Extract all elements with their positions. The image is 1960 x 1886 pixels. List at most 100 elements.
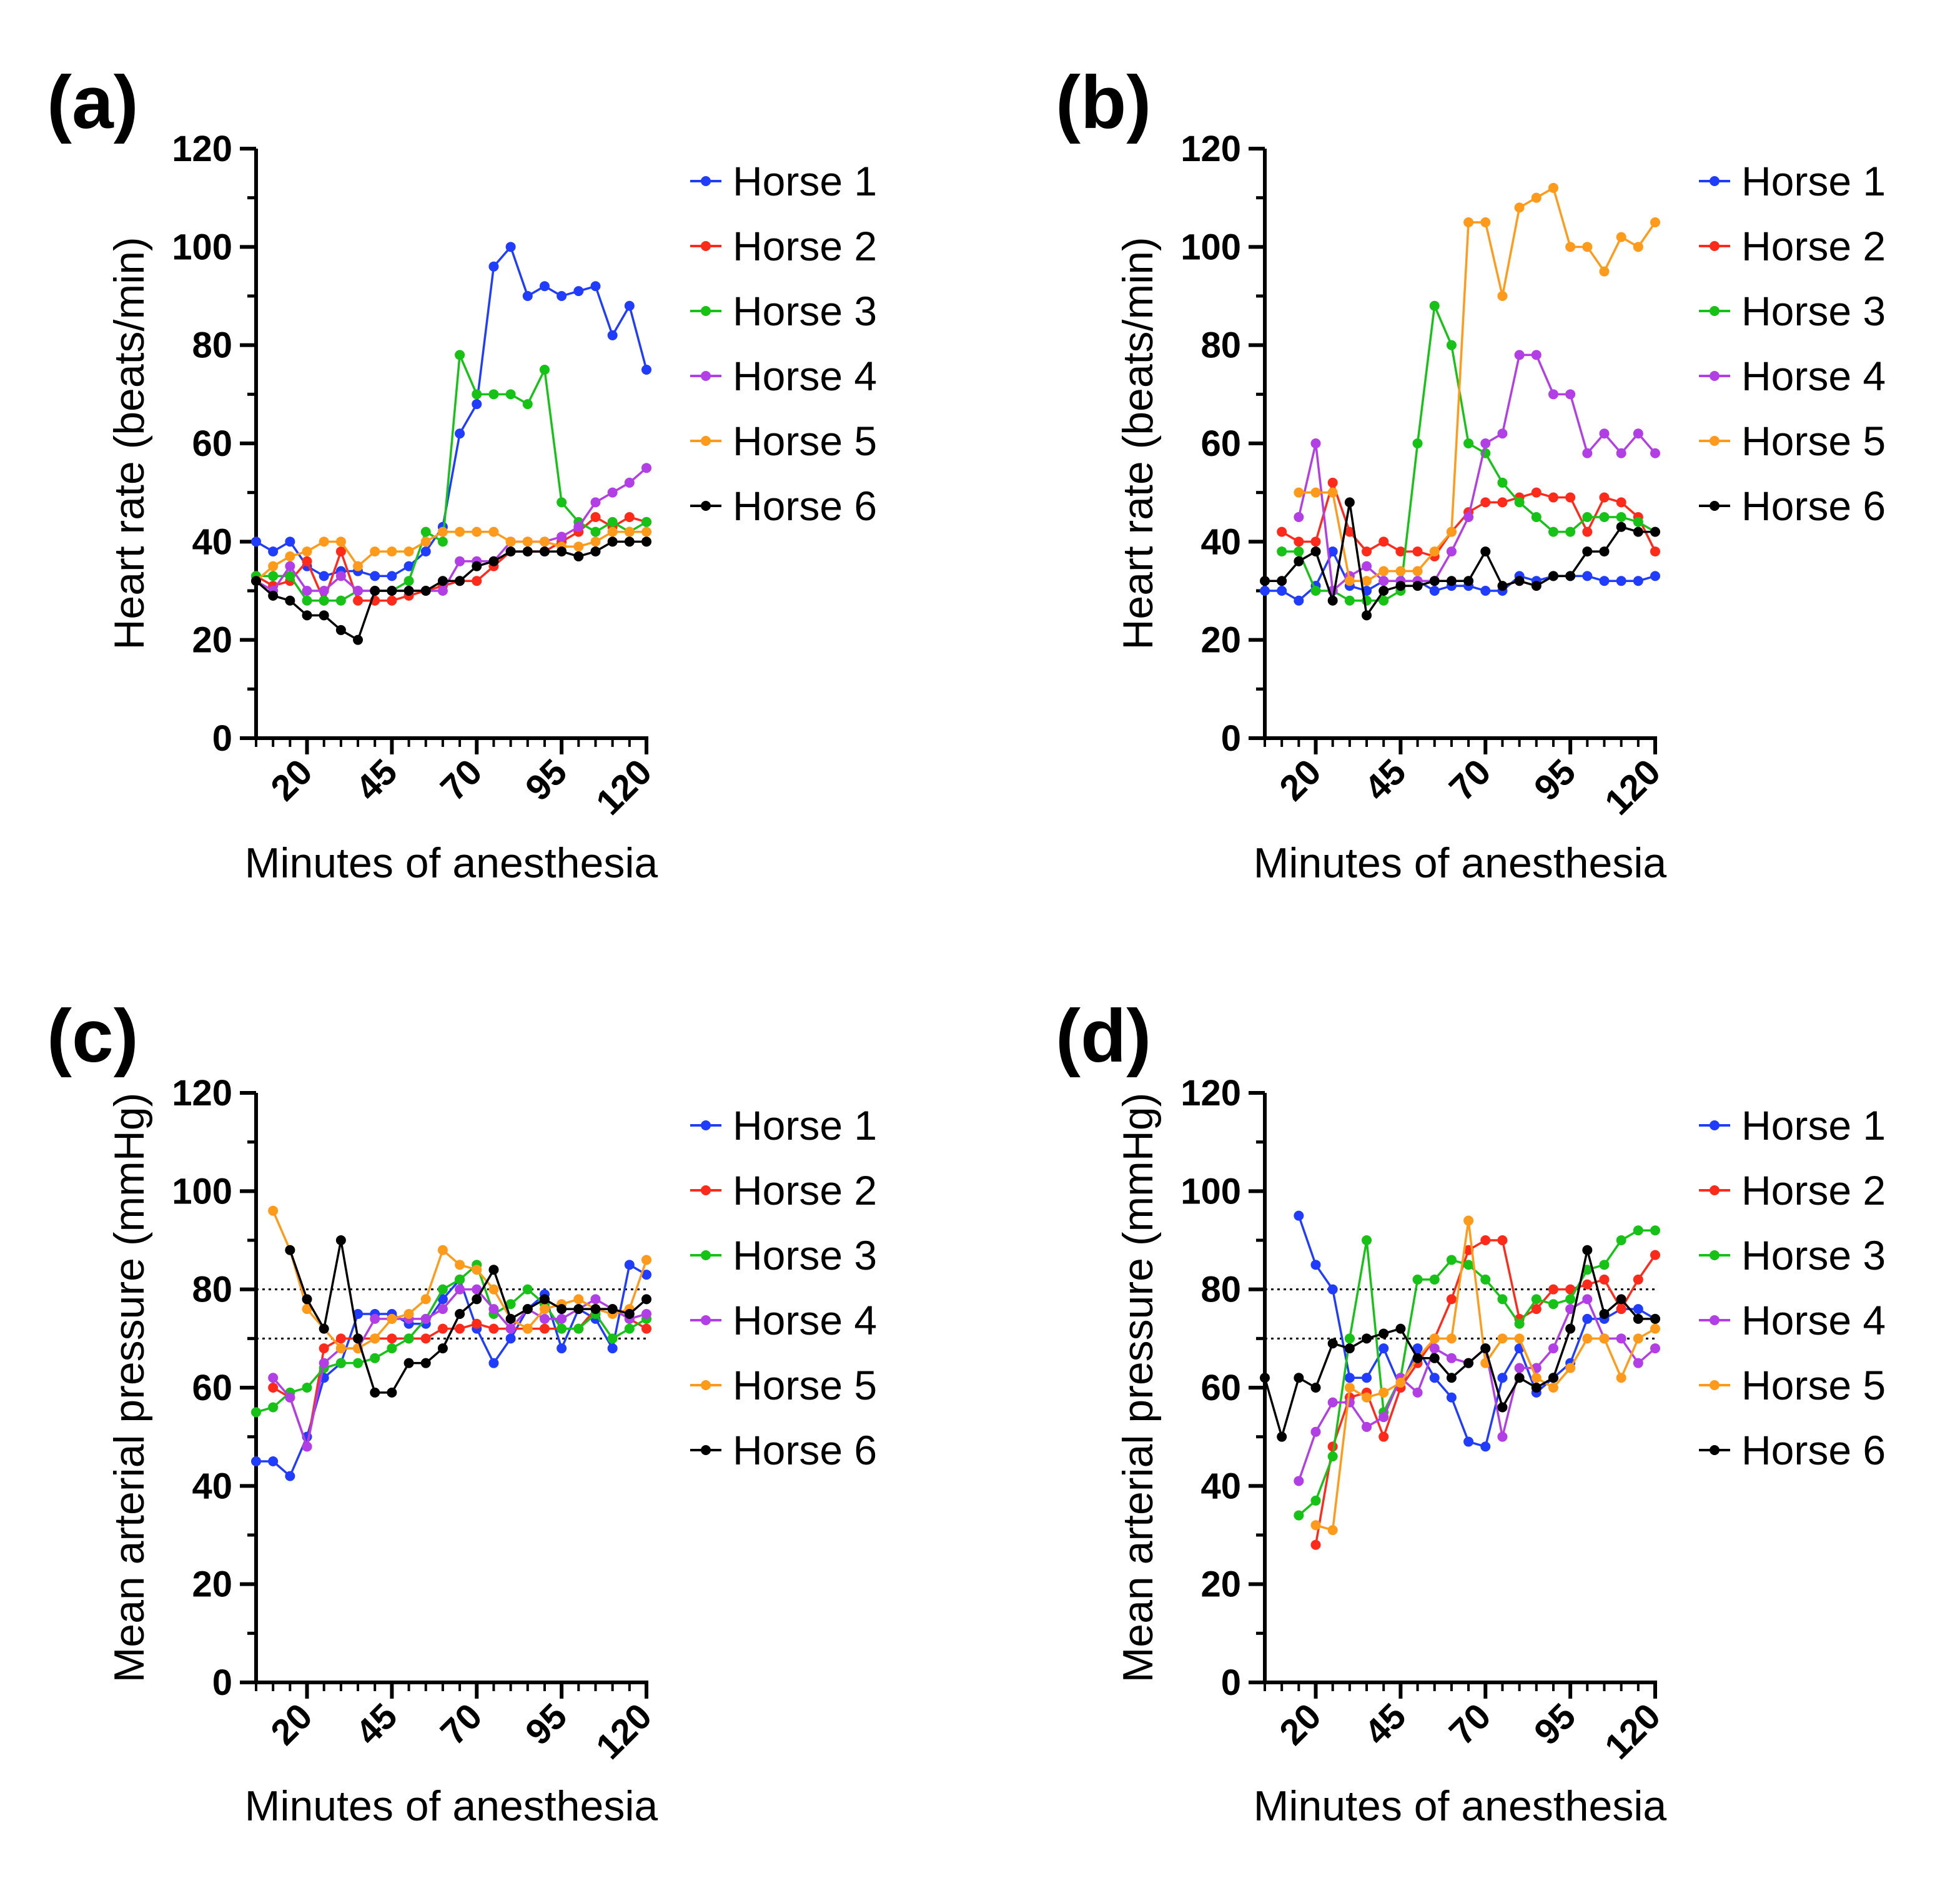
- data-point: [1497, 1402, 1508, 1413]
- data-point: [1277, 1431, 1287, 1442]
- data-point: [1565, 389, 1576, 400]
- data-point: [1412, 581, 1423, 591]
- legend-label: Horse 6: [733, 1427, 877, 1473]
- data-point: [319, 1343, 329, 1354]
- data-point: [1378, 566, 1389, 576]
- series-line: [255, 516, 647, 602]
- legend-swatch-marker: [701, 371, 711, 381]
- data-point: [1548, 1284, 1558, 1295]
- data-point: [1616, 1373, 1626, 1383]
- data-point: [1480, 438, 1491, 448]
- data-point: [472, 1294, 482, 1305]
- legend-label: Horse 3: [733, 288, 877, 334]
- data-point: [505, 1323, 516, 1334]
- data-point: [539, 536, 550, 547]
- data-point: [1548, 389, 1558, 400]
- legend-swatch-marker: [1710, 1120, 1720, 1130]
- data-point: [539, 1304, 550, 1315]
- legend-label: Horse 4: [733, 353, 877, 399]
- legend-swatch-marker: [701, 1380, 711, 1390]
- legend-swatch-marker: [1710, 501, 1720, 511]
- data-point: [1565, 1363, 1576, 1373]
- data-point: [387, 1333, 397, 1344]
- data-point: [1497, 477, 1508, 488]
- data-point: [573, 551, 584, 561]
- data-point: [1497, 1373, 1508, 1383]
- data-point: [1412, 1274, 1423, 1285]
- data-point: [607, 1304, 618, 1315]
- data-point: [573, 286, 584, 297]
- data-point: [335, 1333, 346, 1344]
- y-tick-label: 0: [212, 1662, 232, 1703]
- data-point: [1616, 1235, 1626, 1245]
- data-point: [1531, 192, 1542, 203]
- data-point: [437, 536, 448, 547]
- series-horse-5: [268, 1205, 651, 1354]
- data-point: [1429, 1274, 1440, 1285]
- data-point: [1429, 1353, 1440, 1363]
- data-point: [1582, 1294, 1593, 1305]
- data-point: [1378, 1412, 1389, 1423]
- data-point: [1616, 521, 1626, 532]
- data-point: [539, 1323, 550, 1334]
- data-point: [437, 1343, 448, 1354]
- data-point: [370, 1353, 380, 1363]
- data-point: [1565, 492, 1576, 503]
- series-line: [255, 530, 646, 582]
- series-line: [1298, 1229, 1655, 1516]
- data-point: [1565, 1304, 1576, 1315]
- series-line: [1282, 304, 1656, 602]
- legend-label: Horse 5: [733, 1362, 877, 1408]
- data-point: [1599, 1333, 1610, 1344]
- data-point: [1531, 1294, 1542, 1305]
- data-point: [319, 586, 329, 596]
- data-point: [455, 350, 465, 360]
- x-tick-label: 120: [588, 1696, 660, 1767]
- data-point: [1362, 1333, 1372, 1344]
- data-point: [335, 1358, 346, 1368]
- data-point: [472, 389, 482, 400]
- data-point: [472, 399, 482, 410]
- data-point: [607, 526, 618, 537]
- data-point: [522, 536, 533, 547]
- data-point: [1344, 1383, 1355, 1393]
- legend: Horse 1 Horse 2 Horse 3 Horse 4 Horse 5 Horse…: [1699, 1102, 1886, 1473]
- data-point: [1412, 1387, 1423, 1398]
- data-point: [1616, 1333, 1626, 1344]
- y-axis-title: Heart rate (beats/min): [106, 237, 153, 649]
- data-point: [403, 546, 414, 557]
- data-point: [573, 541, 584, 552]
- data-point: [251, 1407, 261, 1418]
- data-point: [1650, 1225, 1660, 1236]
- data-point: [607, 330, 618, 340]
- legend-swatch-marker: [701, 241, 711, 251]
- data-point: [1294, 1510, 1304, 1521]
- data-point: [1599, 428, 1610, 439]
- data-point: [420, 536, 431, 547]
- y-tick-label: 100: [172, 1171, 232, 1212]
- data-point: [1395, 1378, 1406, 1388]
- data-point: [387, 1387, 397, 1398]
- data-point: [1582, 1313, 1593, 1324]
- data-point: [302, 546, 312, 557]
- data-point: [539, 281, 550, 292]
- data-point: [472, 1318, 482, 1329]
- legend-swatch-marker: [1710, 241, 1720, 251]
- data-point: [1429, 300, 1440, 311]
- data-point: [455, 1274, 465, 1285]
- data-point: [319, 1323, 329, 1334]
- legend-swatch-marker: [701, 306, 711, 316]
- data-point: [1344, 1333, 1355, 1344]
- data-point: [335, 571, 346, 581]
- data-point: [387, 586, 397, 596]
- data-point: [590, 526, 601, 537]
- data-point: [522, 291, 533, 301]
- data-point: [335, 536, 346, 547]
- data-point: [1616, 576, 1626, 586]
- data-point: [370, 1387, 380, 1398]
- data-point: [1310, 1260, 1321, 1270]
- data-point: [488, 1323, 499, 1334]
- data-point: [1650, 526, 1660, 537]
- data-point: [1633, 1333, 1643, 1344]
- y-tick-label: 40: [192, 521, 232, 562]
